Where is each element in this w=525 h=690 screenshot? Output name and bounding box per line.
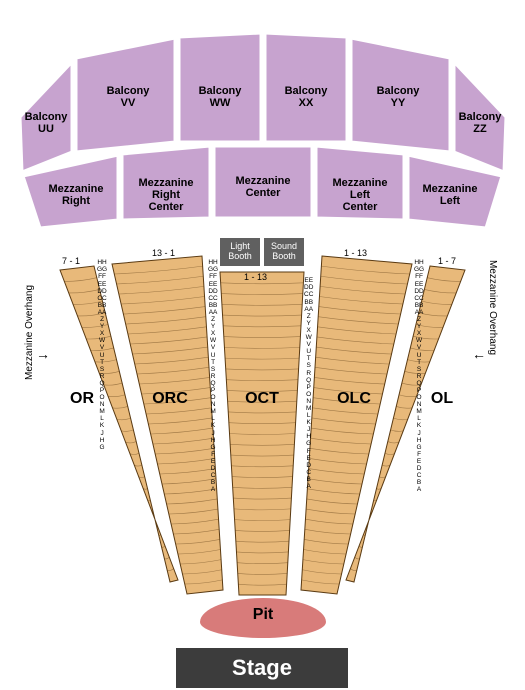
sound-booth: SoundBooth [264,238,304,266]
balc-yy[interactable] [351,38,450,152]
light-booth: LightBooth [220,238,260,266]
balc-xx[interactable] [265,33,347,142]
seat-range-4: 1 - 7 [438,256,456,266]
seat-range-3: 1 - 13 [344,248,367,258]
svg-text:OL: OL [431,390,453,407]
balc-zz[interactable] [454,62,506,172]
light-booth-label: LightBooth [228,242,252,262]
row-labels-aisle-0: HHGGFFEEDDCCBBAAZYXWVUTSRQPONMLKJHG [97,260,107,452]
mezz-center[interactable] [214,146,312,218]
overhang-left-arrow: → [36,346,50,362]
balc-ww[interactable] [179,33,261,142]
balc-uu[interactable] [20,62,72,172]
seat-range-2: 1 - 13 [244,272,267,282]
overhang-right-label: Mezzanine Overhang [487,260,498,355]
balc-vv[interactable] [76,38,175,152]
pit-label: Pit [253,606,273,624]
row-labels-aisle-2: EEDDCCBBAAZYXWVUTSRQPONMLKJHGFEDCBA [304,278,313,491]
seat-range-0: 7 - 1 [62,256,80,266]
stage: Stage [176,648,348,688]
seat-range-1: 13 - 1 [152,248,175,258]
svg-text:OR: OR [70,390,94,407]
row-labels-aisle-3: HHGGFFEEDDCCBBAAZYXWVUTSRQPONMLKJHGFEDCB… [414,260,424,494]
section-oct[interactable] [220,272,304,595]
overhang-right-arrow: ← [472,346,486,362]
mezz-left-ctr[interactable] [316,146,404,220]
mezz-right-ctr[interactable] [122,146,210,220]
stage-label: Stage [232,655,292,681]
row-labels-aisle-1: HHGGFFEEDDCCBBAAZYXWVUTSRQPONMLKJHGFEDCB… [208,260,218,494]
pit[interactable]: Pit [200,598,326,638]
sound-booth-label: SoundBooth [271,242,297,262]
overhang-left-label: Mezzanine Overhang [24,285,35,380]
